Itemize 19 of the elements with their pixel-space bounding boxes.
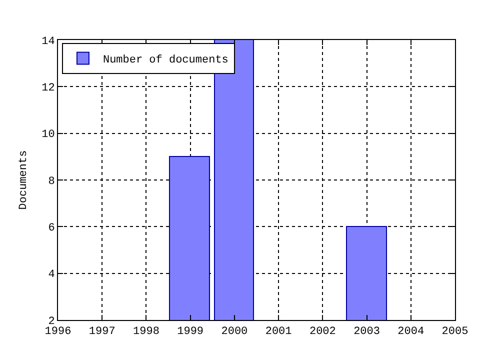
y-tick-label: 14 <box>42 36 56 48</box>
y-tick-label: 2 <box>48 316 55 328</box>
x-tick-label: 2001 <box>265 326 292 338</box>
y-tick-label: 4 <box>48 269 56 282</box>
y-axis-title: Documents <box>18 150 30 210</box>
x-tick-label: 1998 <box>133 326 160 338</box>
x-tick-label: 2002 <box>309 326 336 338</box>
x-tick-label: 1996 <box>44 326 72 338</box>
y-tick-label: 6 <box>48 222 55 235</box>
x-tick-label: 1997 <box>88 326 116 338</box>
x-tick-label: 2000 <box>221 326 248 338</box>
x-tick-label: 2004 <box>398 326 424 338</box>
legend-label: Number of documents <box>102 54 228 67</box>
x-tick-label: 1999 <box>177 326 204 338</box>
x-tick-label: 2003 <box>354 326 380 338</box>
y-tick-label: 8 <box>48 176 55 188</box>
y-tick-label: 10 <box>42 129 55 142</box>
x-tick-label: 2005 <box>442 326 468 338</box>
y-tick-label: 12 <box>42 82 55 95</box>
